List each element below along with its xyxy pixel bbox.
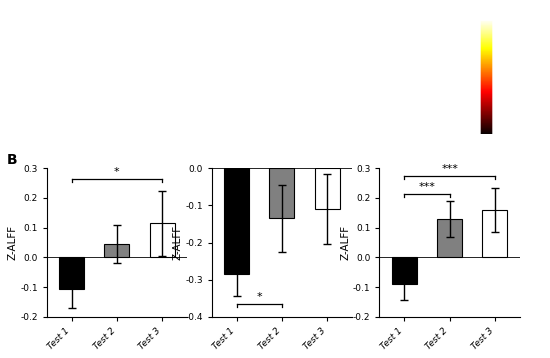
Bar (224, 168, 249, 274)
Bar (150, 223, 174, 257)
Y-axis label: Z-ALFF: Z-ALFF (172, 225, 182, 260)
Text: *: * (114, 167, 120, 177)
Text: 60: 60 (410, 134, 421, 143)
Bar (59, 257, 84, 289)
Text: y = -30: y = -30 (94, 134, 126, 143)
Bar (482, 210, 507, 257)
Text: F map: F map (26, 62, 59, 72)
Text: A: A (7, 8, 18, 21)
Bar (392, 257, 417, 284)
Text: 33: 33 (336, 134, 346, 143)
Text: B: B (7, 153, 17, 167)
Y-axis label: Z-ALFF: Z-ALFF (7, 225, 17, 260)
Text: 24: 24 (184, 134, 195, 143)
Text: F value: F value (469, 142, 502, 151)
Y-axis label: Z-ALFF: Z-ALFF (340, 225, 350, 260)
Text: ***: *** (419, 182, 436, 192)
Bar (315, 168, 339, 209)
Bar (104, 244, 129, 257)
Text: ***: *** (441, 164, 458, 174)
Text: *: * (256, 292, 262, 302)
Text: 30: 30 (261, 134, 272, 143)
Bar (270, 168, 294, 218)
Bar (437, 219, 462, 257)
